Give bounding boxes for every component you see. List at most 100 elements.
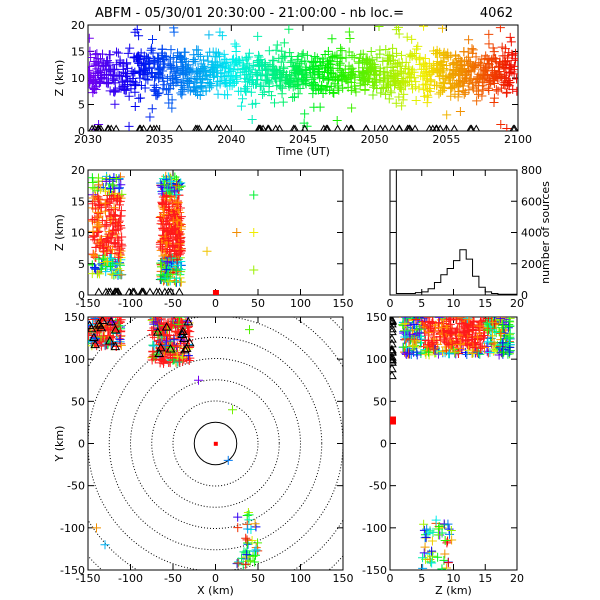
y-tick-label: -150 [362, 564, 387, 577]
source-marker [332, 116, 342, 126]
source-marker [94, 209, 104, 219]
source-marker [147, 104, 157, 114]
station-marker [411, 124, 419, 131]
source-marker [393, 78, 403, 88]
y-tick-label: 10 [71, 72, 85, 85]
source-marker [411, 44, 421, 54]
source-marker [106, 67, 116, 77]
source-marker [277, 83, 287, 93]
source-marker [253, 538, 263, 548]
source-marker [219, 49, 229, 59]
source-marker [424, 58, 434, 68]
source-marker [472, 96, 482, 106]
source-marker [386, 88, 396, 98]
source-marker [160, 51, 170, 61]
source-marker [490, 70, 500, 80]
station-marker [510, 124, 518, 131]
station-marker [94, 124, 102, 131]
range-ring [151, 379, 280, 508]
source-marker [504, 68, 514, 78]
source-marker [173, 190, 183, 200]
source-marker [409, 319, 419, 329]
source-marker [479, 54, 489, 64]
source-marker [483, 337, 493, 347]
source-marker [512, 86, 518, 96]
source-marker [103, 79, 113, 89]
source-marker [201, 86, 211, 96]
source-marker [122, 71, 132, 81]
source-marker [173, 317, 183, 327]
source-marker [232, 228, 242, 237]
source-marker [278, 97, 288, 107]
source-marker [193, 89, 203, 99]
source-marker [460, 60, 470, 70]
source-marker [167, 103, 177, 113]
source-marker [250, 519, 260, 529]
source-marker [161, 199, 171, 209]
source-marker [114, 200, 124, 210]
x-tick-label: -50 [164, 572, 182, 585]
x-tick-label: 150 [333, 572, 354, 585]
source-marker [433, 339, 443, 349]
y-axis-label: Z (km) [53, 60, 66, 97]
source-marker [171, 265, 181, 275]
source-marker [178, 65, 188, 75]
source-marker [480, 65, 490, 75]
station-marker [179, 333, 190, 343]
y-tick-label: -100 [362, 522, 387, 535]
source-marker [450, 69, 460, 79]
source-marker [433, 552, 443, 562]
source-marker [368, 59, 378, 69]
source-marker [383, 50, 393, 60]
source-marker [330, 51, 340, 61]
source-marker [462, 349, 472, 359]
source-marker [356, 49, 366, 59]
station-marker [406, 124, 414, 131]
source-marker [446, 526, 456, 536]
station-marker [264, 124, 272, 131]
source-marker [253, 31, 263, 41]
source-marker [416, 349, 426, 359]
source-marker [116, 206, 126, 216]
source-count: 4062 [480, 6, 513, 21]
source-marker [248, 551, 258, 561]
source-marker [286, 75, 296, 85]
source-marker [91, 264, 101, 274]
source-marker [418, 563, 428, 570]
source-marker [88, 199, 97, 209]
source-marker [239, 84, 249, 94]
source-marker [442, 110, 452, 120]
source-marker [393, 25, 403, 32]
source-marker [104, 50, 114, 60]
station-marker [154, 348, 165, 357]
source-marker [428, 527, 438, 537]
source-marker [99, 73, 109, 83]
source-marker [467, 324, 477, 334]
source-marker [169, 335, 179, 345]
source-marker [271, 45, 281, 55]
source-marker [376, 88, 386, 98]
source-marker [171, 190, 181, 200]
source-marker [408, 65, 418, 75]
source-marker [504, 48, 514, 58]
station-marker [205, 124, 213, 131]
source-marker [124, 91, 134, 101]
source-marker [96, 65, 106, 75]
source-marker [228, 405, 237, 415]
station-marker [265, 124, 273, 131]
station-marker [376, 124, 385, 131]
source-marker [451, 327, 461, 337]
source-marker [395, 67, 405, 77]
source-marker [332, 57, 342, 67]
source-marker [278, 67, 288, 77]
source-marker [364, 74, 374, 84]
station-marker [104, 287, 113, 295]
source-marker [416, 71, 426, 81]
source-marker [443, 52, 453, 62]
source-marker [161, 265, 171, 275]
source-marker [117, 232, 127, 242]
source-marker [426, 323, 436, 333]
plot-frame [389, 169, 518, 296]
source-marker [241, 86, 251, 96]
source-marker [349, 81, 359, 91]
